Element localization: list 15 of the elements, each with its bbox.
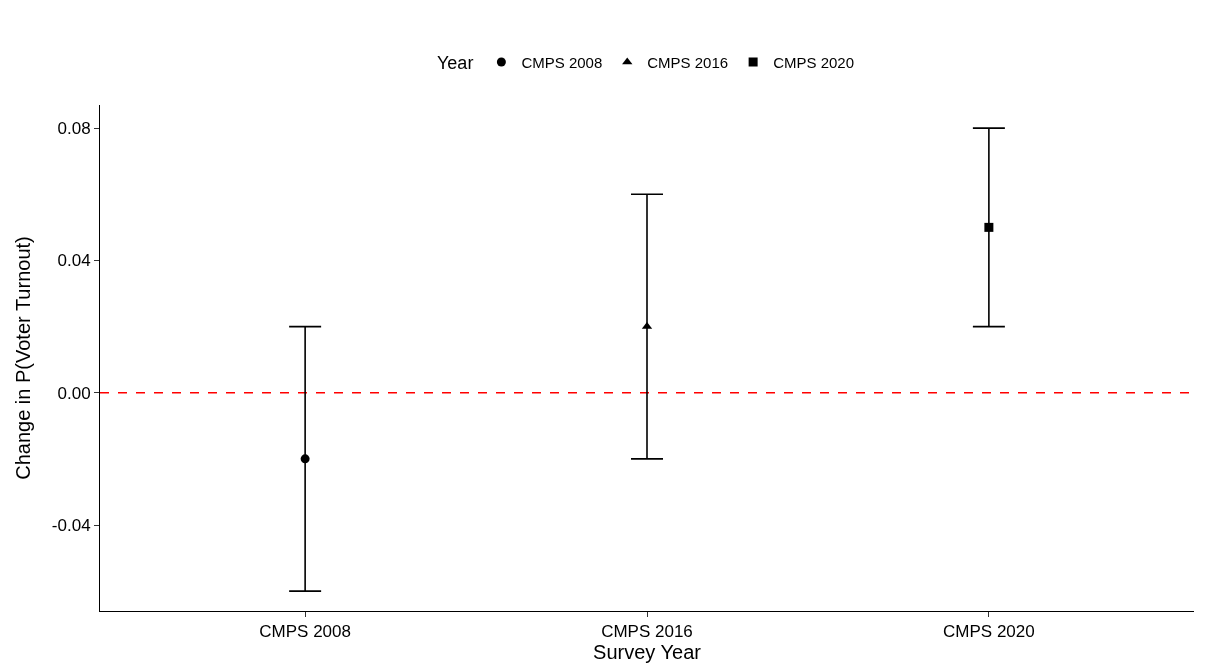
x-tick-label: CMPS 2020: [943, 622, 1035, 642]
point: [300, 454, 310, 464]
y-tick-label: -0.04: [51, 515, 91, 535]
x-tick-label: CMPS 2008: [259, 622, 351, 642]
y-axis-title: Change in P(Voter Turnout): [12, 236, 35, 480]
legend-title: Year: [437, 53, 474, 74]
y-tick-label: 0.08: [57, 119, 91, 139]
x-tick-label: CMPS 2016: [601, 622, 693, 642]
x-axis-title: Survey Year: [593, 641, 702, 664]
y-tick-label: 0.04: [57, 251, 91, 271]
legend-label: CMPS 2008: [521, 53, 603, 71]
point: [984, 222, 994, 232]
y-tick-label: 0.00: [57, 383, 91, 403]
legend-label: CMPS 2020: [773, 53, 854, 71]
legend-label: CMPS 2016: [647, 53, 729, 71]
